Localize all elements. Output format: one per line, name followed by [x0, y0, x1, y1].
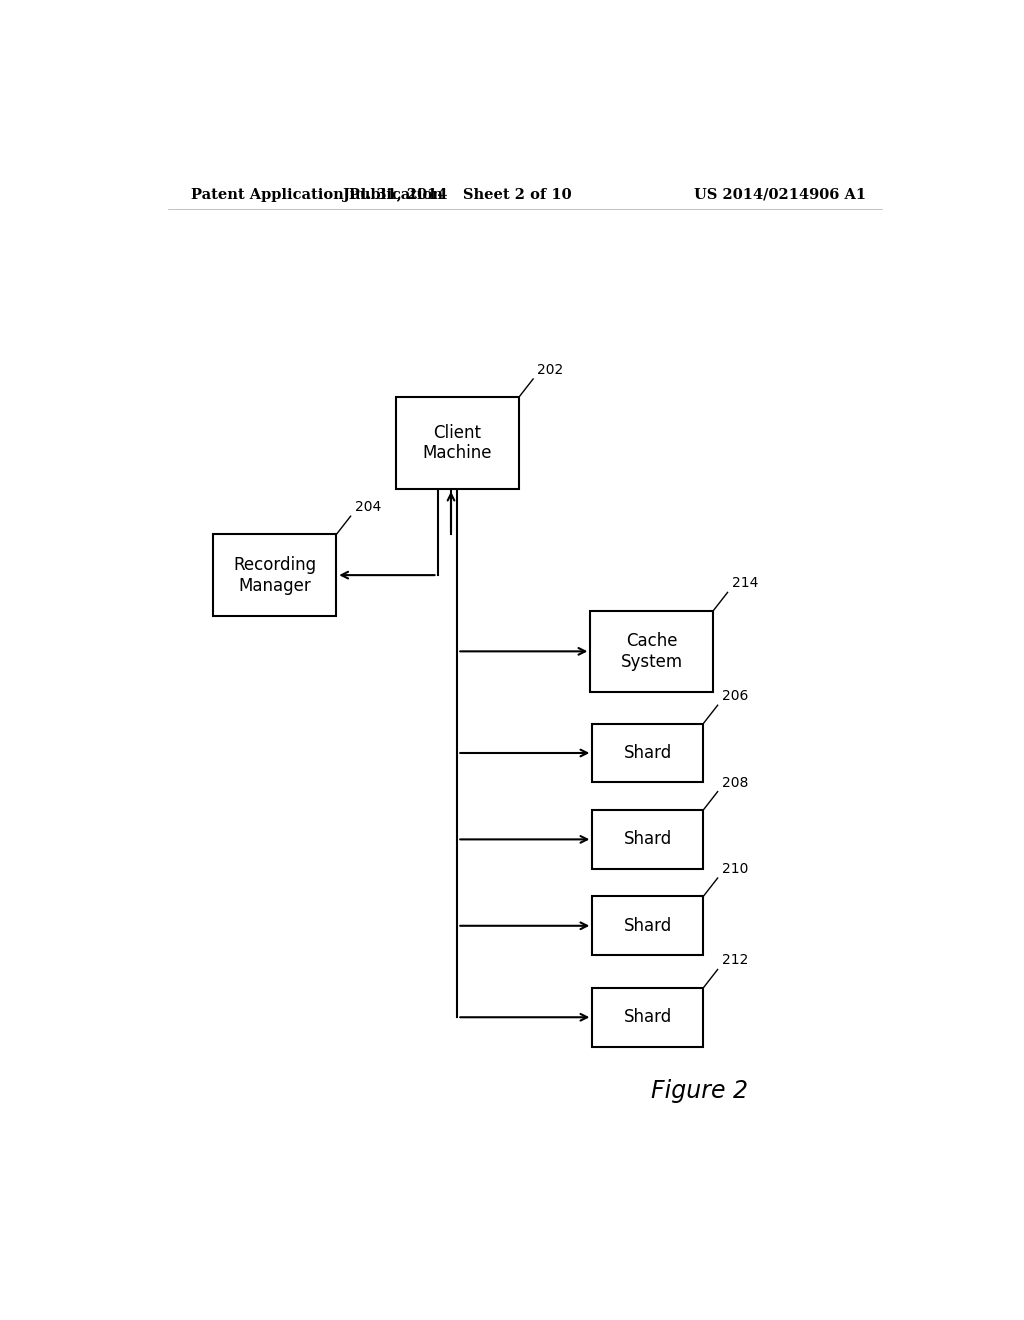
Text: 206: 206 [722, 689, 748, 704]
Text: 212: 212 [722, 953, 748, 968]
Text: Recording
Manager: Recording Manager [233, 556, 316, 594]
Text: Client
Machine: Client Machine [423, 424, 493, 462]
Text: 210: 210 [722, 862, 748, 876]
Text: 202: 202 [538, 363, 563, 378]
Text: 208: 208 [722, 776, 748, 789]
Bar [592, 810, 703, 869]
Bar [592, 896, 703, 956]
Text: Patent Application Publication: Patent Application Publication [191, 187, 443, 202]
Bar [213, 535, 336, 616]
Text: 204: 204 [354, 500, 381, 515]
Bar [592, 723, 703, 783]
Bar [396, 397, 519, 488]
Text: Shard: Shard [624, 830, 672, 849]
Text: Shard: Shard [624, 917, 672, 935]
Text: Figure 2: Figure 2 [651, 1080, 748, 1104]
Text: US 2014/0214906 A1: US 2014/0214906 A1 [694, 187, 866, 202]
Text: Cache
System: Cache System [621, 632, 683, 671]
Bar [590, 611, 714, 692]
Bar [592, 987, 703, 1047]
Text: Shard: Shard [624, 744, 672, 762]
Text: Shard: Shard [624, 1008, 672, 1026]
Text: 214: 214 [731, 577, 758, 590]
Text: Jul. 31, 2014   Sheet 2 of 10: Jul. 31, 2014 Sheet 2 of 10 [343, 187, 571, 202]
